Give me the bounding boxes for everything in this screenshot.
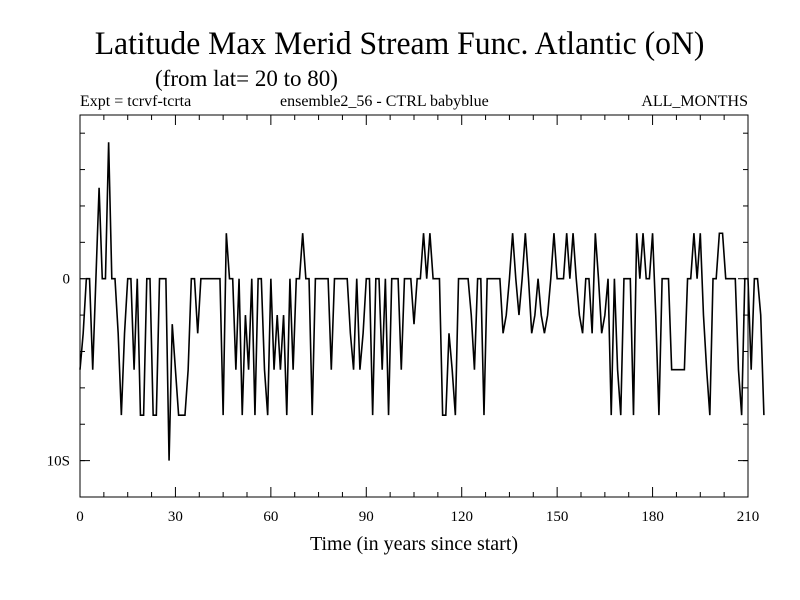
y-tick-label: 0 bbox=[63, 272, 71, 288]
chart-subtitle: (from lat= 20 to 80) bbox=[155, 66, 338, 91]
x-tick-label: 60 bbox=[263, 509, 278, 525]
y-tick-label: 10S bbox=[47, 454, 70, 470]
x-axis-label: Time (in years since start) bbox=[310, 533, 518, 555]
x-tick-label: 180 bbox=[641, 509, 664, 525]
chart-title: Latitude Max Merid Stream Func. Atlantic… bbox=[95, 26, 705, 62]
x-tick-label: 90 bbox=[359, 509, 374, 525]
months-label: ALL_MONTHS bbox=[641, 93, 748, 110]
plot-frame bbox=[79, 114, 749, 498]
x-tick-label: 150 bbox=[546, 509, 569, 525]
x-tick-label: 120 bbox=[450, 509, 473, 525]
ensemble-label: ensemble2_56 - CTRL babyblue bbox=[280, 93, 489, 110]
x-tick-label: 0 bbox=[76, 509, 84, 525]
series-line bbox=[79, 142, 765, 461]
x-tick-label: 210 bbox=[737, 509, 760, 525]
experiment-label: Expt = tcrvf-tcrta bbox=[80, 93, 192, 110]
x-tick-label: 30 bbox=[168, 509, 183, 525]
